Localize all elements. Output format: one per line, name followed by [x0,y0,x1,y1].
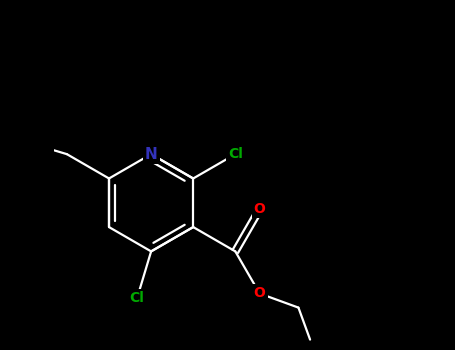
Text: O: O [254,202,266,216]
Text: N: N [145,147,157,162]
Text: Cl: Cl [130,291,145,305]
Text: Cl: Cl [228,147,243,161]
Text: O: O [254,287,266,301]
